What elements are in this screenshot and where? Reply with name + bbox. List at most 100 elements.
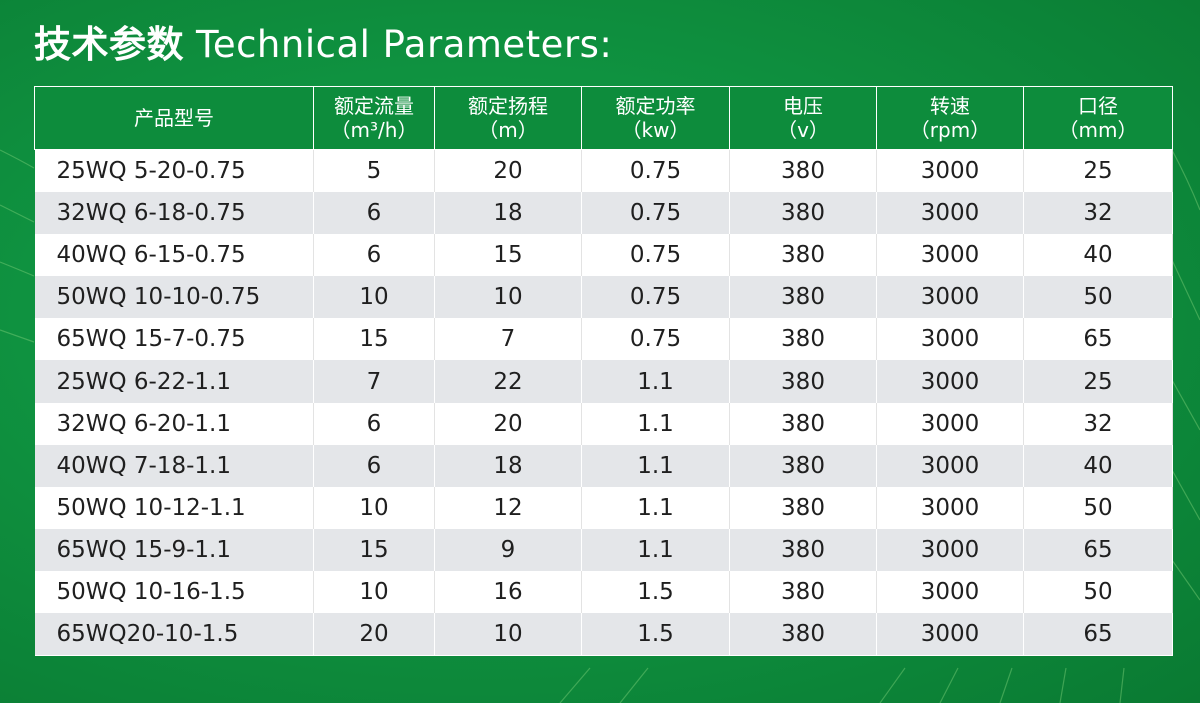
table-row: 40WQ 7-18-1.1 6 18 1.1 380 3000 40 — [34, 444, 1173, 487]
cell-flow: 6 — [313, 444, 435, 487]
table-row: 50WQ 10-12-1.1 10 12 1.1 380 3000 50 — [34, 486, 1173, 529]
table-row: 32WQ 6-18-0.75 6 18 0.75 380 3000 32 — [34, 192, 1173, 235]
cell-flow: 10 — [313, 570, 435, 614]
cell-voltage: 380 — [729, 234, 877, 277]
cell-caliber: 65 — [1023, 528, 1173, 571]
cell-model: 50WQ 10-10-0.75 — [34, 276, 314, 319]
cell-power: 1.5 — [581, 613, 730, 657]
cell-speed: 3000 — [876, 528, 1024, 571]
header-unit: （kw） — [621, 118, 690, 142]
cell-caliber: 40 — [1023, 234, 1173, 277]
cell-power: 0.75 — [581, 149, 730, 193]
cell-power: 1.1 — [581, 360, 730, 403]
cell-voltage: 380 — [729, 528, 877, 571]
table-row: 50WQ 10-16-1.5 10 16 1.5 380 3000 50 — [34, 570, 1173, 614]
cell-voltage: 380 — [729, 318, 877, 361]
cell-caliber: 65 — [1023, 318, 1173, 361]
cell-power: 1.1 — [581, 444, 730, 487]
cell-flow: 15 — [313, 318, 435, 361]
table-header: 产品型号 额定流量 （m³/h） 额定扬程 （m） 额定功率 （kw） 电压 （v） 转… — [34, 86, 1173, 150]
cell-caliber: 50 — [1023, 276, 1173, 319]
table-body: 25WQ 5-20-0.75 5 20 0.75 380 3000 25 32W… — [34, 149, 1173, 657]
header-label: 额定扬程 — [468, 94, 548, 118]
cell-head: 10 — [434, 276, 582, 319]
title-chinese: 技术参数 — [34, 23, 184, 66]
cell-head: 22 — [434, 360, 582, 403]
cell-model: 65WQ 15-9-1.1 — [34, 528, 314, 571]
parameters-table: 产品型号 额定流量 （m³/h） 额定扬程 （m） 额定功率 （kw） 电压 （v） 转… — [34, 86, 1173, 657]
header-voltage: 电压 （v） — [729, 86, 877, 150]
cell-model: 32WQ 6-20-1.1 — [34, 402, 314, 445]
cell-model: 25WQ 5-20-0.75 — [34, 149, 314, 193]
header-unit: （m³/h） — [330, 118, 418, 142]
cell-voltage: 380 — [729, 402, 877, 445]
header-label: 额定功率 — [615, 94, 696, 118]
cell-speed: 3000 — [876, 360, 1024, 403]
cell-voltage: 380 — [729, 192, 877, 235]
header-unit: （m） — [478, 118, 538, 142]
page-title: 技术参数 Technical Parameters: — [34, 20, 612, 70]
cell-head: 9 — [434, 528, 582, 571]
cell-power: 1.1 — [581, 402, 730, 445]
cell-head: 20 — [434, 149, 582, 193]
cell-head: 20 — [434, 402, 582, 445]
cell-model: 40WQ 7-18-1.1 — [34, 444, 314, 487]
cell-power: 0.75 — [581, 276, 730, 319]
cell-caliber: 50 — [1023, 486, 1173, 529]
cell-caliber: 32 — [1023, 192, 1173, 235]
header-model: 产品型号 — [34, 86, 314, 150]
cell-speed: 3000 — [876, 276, 1024, 319]
cell-voltage: 380 — [729, 570, 877, 614]
cell-head: 18 — [434, 444, 582, 487]
cell-voltage: 380 — [729, 276, 877, 319]
cell-power: 1.1 — [581, 486, 730, 529]
cell-caliber: 25 — [1023, 360, 1173, 403]
cell-flow: 6 — [313, 234, 435, 277]
cell-speed: 3000 — [876, 192, 1024, 235]
cell-speed: 3000 — [876, 149, 1024, 193]
cell-power: 0.75 — [581, 318, 730, 361]
header-head: 额定扬程 （m） — [434, 86, 582, 150]
cell-voltage: 380 — [729, 360, 877, 403]
cell-caliber: 32 — [1023, 402, 1173, 445]
cell-flow: 15 — [313, 528, 435, 571]
cell-caliber: 65 — [1023, 613, 1173, 657]
cell-voltage: 380 — [729, 486, 877, 529]
table-row: 40WQ 6-15-0.75 6 15 0.75 380 3000 40 — [34, 234, 1173, 277]
cell-caliber: 40 — [1023, 444, 1173, 487]
cell-voltage: 380 — [729, 444, 877, 487]
cell-speed: 3000 — [876, 570, 1024, 614]
cell-speed: 3000 — [876, 318, 1024, 361]
header-speed: 转速 （rpm） — [876, 86, 1024, 150]
cell-flow: 10 — [313, 276, 435, 319]
header-label: 电压 — [783, 94, 823, 118]
cell-flow: 7 — [313, 360, 435, 403]
header-caliber: 口径 （mm） — [1023, 86, 1173, 150]
cell-power: 0.75 — [581, 192, 730, 235]
cell-speed: 3000 — [876, 444, 1024, 487]
header-label: 转速 — [930, 94, 970, 118]
header-label: 产品型号 — [134, 106, 214, 130]
cell-head: 15 — [434, 234, 582, 277]
table-row: 50WQ 10-10-0.75 10 10 0.75 380 3000 50 — [34, 276, 1173, 319]
cell-power: 0.75 — [581, 234, 730, 277]
cell-speed: 3000 — [876, 234, 1024, 277]
cell-head: 12 — [434, 486, 582, 529]
table-row: 25WQ 5-20-0.75 5 20 0.75 380 3000 25 — [34, 149, 1173, 193]
cell-speed: 3000 — [876, 402, 1024, 445]
cell-caliber: 50 — [1023, 570, 1173, 614]
table-row: 25WQ 6-22-1.1 7 22 1.1 380 3000 25 — [34, 360, 1173, 403]
cell-head: 16 — [434, 570, 582, 614]
table-row: 65WQ20-10-1.5 20 10 1.5 380 3000 65 — [34, 613, 1173, 657]
cell-model: 25WQ 6-22-1.1 — [34, 360, 314, 403]
cell-flow: 20 — [313, 613, 435, 657]
cell-voltage: 380 — [729, 149, 877, 193]
header-unit: （rpm） — [909, 118, 991, 142]
cell-power: 1.5 — [581, 570, 730, 614]
table-row: 32WQ 6-20-1.1 6 20 1.1 380 3000 32 — [34, 402, 1173, 445]
header-unit: （v） — [777, 118, 829, 142]
header-power: 额定功率 （kw） — [581, 86, 730, 150]
cell-caliber: 25 — [1023, 149, 1173, 193]
cell-voltage: 380 — [729, 613, 877, 657]
cell-flow: 10 — [313, 486, 435, 529]
